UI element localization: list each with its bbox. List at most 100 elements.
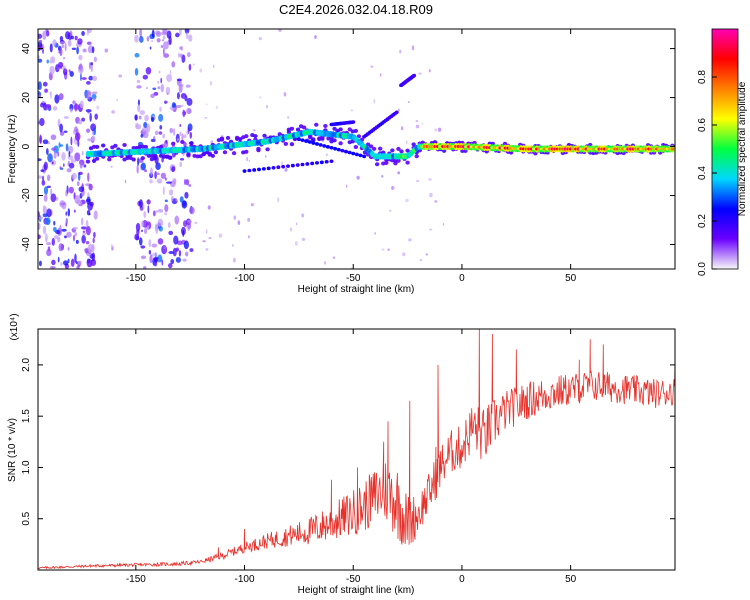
ridge-halo: [219, 136, 225, 141]
noise-blob: [75, 239, 79, 244]
ridge-halo: [353, 145, 359, 150]
noise-blob: [189, 131, 193, 139]
noise-blob: [45, 217, 51, 226]
noise-blob: [172, 128, 176, 136]
ridge-halo: [338, 127, 343, 132]
noise-blob: [182, 258, 187, 262]
branch-blob: [318, 143, 323, 147]
noise-blob: [94, 113, 98, 120]
noise-blob: [68, 151, 71, 158]
noise-blob: [52, 39, 57, 47]
noise-blob: [209, 81, 213, 86]
noise-blob: [49, 92, 52, 95]
x-tick-label: 0: [459, 574, 465, 585]
noise-blob: [144, 114, 149, 122]
noise-blob: [85, 240, 90, 245]
noise-blob: [411, 45, 415, 51]
noise-blob: [233, 215, 236, 220]
branch-blob: [336, 147, 341, 152]
noise-blob: [134, 67, 139, 76]
spectrogram-y-ticks: 40 20 0 -20 -40: [21, 43, 675, 252]
noise-blob: [39, 117, 45, 127]
ridge-halo: [167, 155, 173, 160]
noise-blob: [181, 46, 183, 51]
branch-blob: [351, 151, 356, 156]
snr-x-ticks: -150 -100 -50 0 50: [126, 329, 577, 585]
noise-blob: [397, 108, 400, 112]
ridge-halo: [332, 138, 337, 143]
noise-blob: [171, 166, 176, 172]
noise-blob: [176, 92, 180, 100]
noise-blob: [153, 258, 159, 263]
ridge-halo: [213, 150, 219, 155]
noise-blob: [252, 129, 256, 132]
y-tick-label: -40: [21, 237, 32, 252]
branch-blob: [412, 73, 417, 78]
noise-blob: [44, 233, 48, 243]
noise-blob: [46, 248, 52, 257]
noise-blob: [43, 186, 49, 195]
noise-blob: [151, 252, 157, 257]
noise-blob: [77, 260, 82, 265]
noise-blob: [248, 235, 250, 239]
noise-blob: [379, 73, 382, 77]
noise-blob: [57, 151, 60, 157]
noise-blob: [79, 161, 83, 169]
noise-blob: [179, 123, 182, 128]
noise-blob: [74, 195, 81, 205]
ridge-halo: [94, 156, 100, 161]
ridge-halo: [122, 142, 127, 147]
noise-blob: [178, 250, 182, 257]
noise-blob: [408, 238, 412, 242]
noise-blob: [167, 92, 169, 96]
spectrogram-image: [38, 29, 675, 269]
branch-blob: [300, 138, 305, 142]
noise-blob: [50, 134, 57, 141]
ridge-halo: [225, 135, 231, 140]
noise-blob: [49, 60, 55, 64]
snr-frame: [37, 328, 676, 571]
ridge-core: [670, 147, 675, 151]
noise-blob: [162, 35, 166, 40]
noise-blob: [38, 216, 44, 220]
noise-blob: [151, 243, 158, 248]
noise-blob: [429, 192, 433, 198]
noise-blob: [76, 46, 79, 55]
noise-blob: [218, 233, 223, 238]
y-tick-label: -20: [21, 188, 32, 203]
x-tick-label: 50: [565, 574, 577, 585]
noise-blob: [76, 265, 80, 269]
noise-blob: [82, 230, 86, 234]
ridge-halo: [371, 146, 377, 151]
noise-blob: [74, 132, 81, 141]
noise-blob: [157, 254, 163, 263]
noise-blob: [172, 178, 174, 181]
noise-blob: [142, 74, 149, 80]
noise-blob: [54, 94, 60, 104]
branch-blob: [271, 165, 276, 170]
ridge-halo: [146, 153, 152, 158]
noise-blob: [43, 161, 48, 171]
noise-blob: [250, 203, 254, 207]
noise-blob: [111, 110, 115, 114]
noise-blob: [138, 199, 143, 208]
noise-blob: [169, 70, 172, 75]
ridge-halo: [186, 152, 191, 157]
noise-blob: [70, 159, 77, 163]
noise-blob: [146, 87, 148, 90]
colorbar-gradient: [711, 28, 739, 270]
noise-blob: [67, 247, 70, 251]
noise-blob: [79, 63, 83, 72]
noise-blob: [176, 78, 182, 82]
noise-blob: [50, 188, 53, 196]
branch-blob: [290, 163, 295, 168]
noise-blob: [345, 184, 348, 188]
noise-blob: [71, 47, 77, 51]
ridge-halo: [390, 148, 395, 153]
noise-blob: [140, 162, 146, 171]
ridge-halo: [262, 133, 267, 138]
branch-blob: [329, 145, 334, 150]
ridge-halo: [244, 134, 249, 139]
noise-blob: [146, 123, 151, 133]
noise-blob: [421, 122, 423, 125]
